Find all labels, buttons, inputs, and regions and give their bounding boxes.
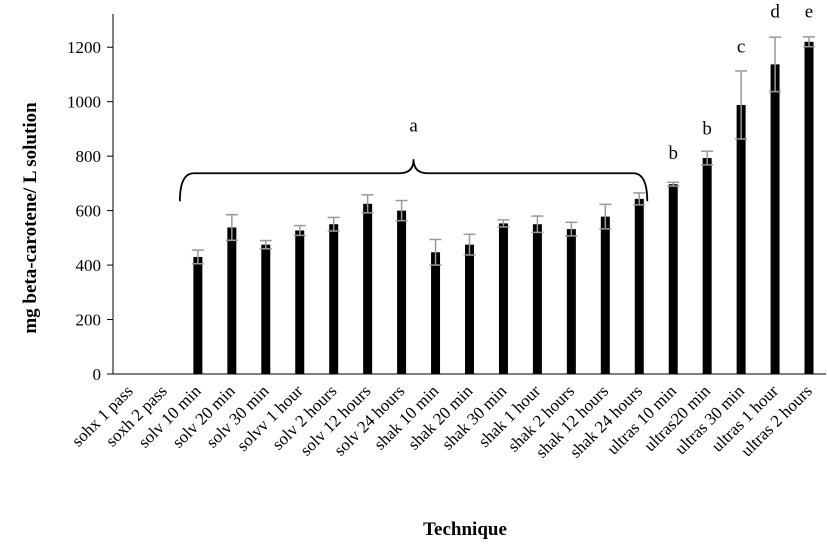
- significance-label: d: [770, 1, 780, 22]
- bar: [634, 198, 644, 374]
- bar: [193, 256, 203, 374]
- y-tick-label: 200: [76, 311, 102, 330]
- significance-label: e: [805, 1, 813, 22]
- bar: [295, 230, 305, 374]
- x-axis-title: Technique: [423, 519, 507, 540]
- bar: [566, 229, 576, 374]
- significance-label: a: [409, 115, 418, 136]
- y-axis-title: mg beta-carotene/ L solution: [20, 102, 41, 334]
- bar: [227, 227, 237, 374]
- bar: [329, 224, 339, 374]
- y-tick-label: 1000: [67, 93, 101, 112]
- bar: [702, 158, 712, 374]
- bar: [736, 104, 746, 375]
- bar: [532, 224, 542, 374]
- y-tick-label: 800: [76, 147, 102, 166]
- significance-label: c: [737, 37, 745, 58]
- y-tick-label: 600: [76, 202, 102, 221]
- bar: [397, 210, 407, 374]
- bar: [363, 203, 373, 374]
- bracket: [178, 159, 649, 202]
- axes-layer: [112, 14, 826, 375]
- significance-label: b: [702, 118, 712, 139]
- bars-layer: [193, 41, 814, 375]
- bar: [261, 244, 271, 374]
- significance-label: b: [668, 143, 678, 164]
- error-bars-layer: [191, 36, 816, 266]
- y-ticks-layer: 0 200 400 600 800 1000 1200: [67, 38, 113, 384]
- bar: [668, 184, 678, 374]
- bar: [770, 64, 780, 374]
- bar: [465, 244, 474, 374]
- bar: [431, 252, 441, 374]
- bar: [498, 223, 508, 374]
- annotations-layer: a b b c d e: [178, 1, 813, 202]
- y-tick-label: 400: [76, 256, 102, 275]
- y-tick-label: 0: [93, 365, 102, 384]
- y-tick-label: 1200: [67, 38, 101, 57]
- bar: [804, 41, 814, 375]
- bar: [600, 216, 610, 374]
